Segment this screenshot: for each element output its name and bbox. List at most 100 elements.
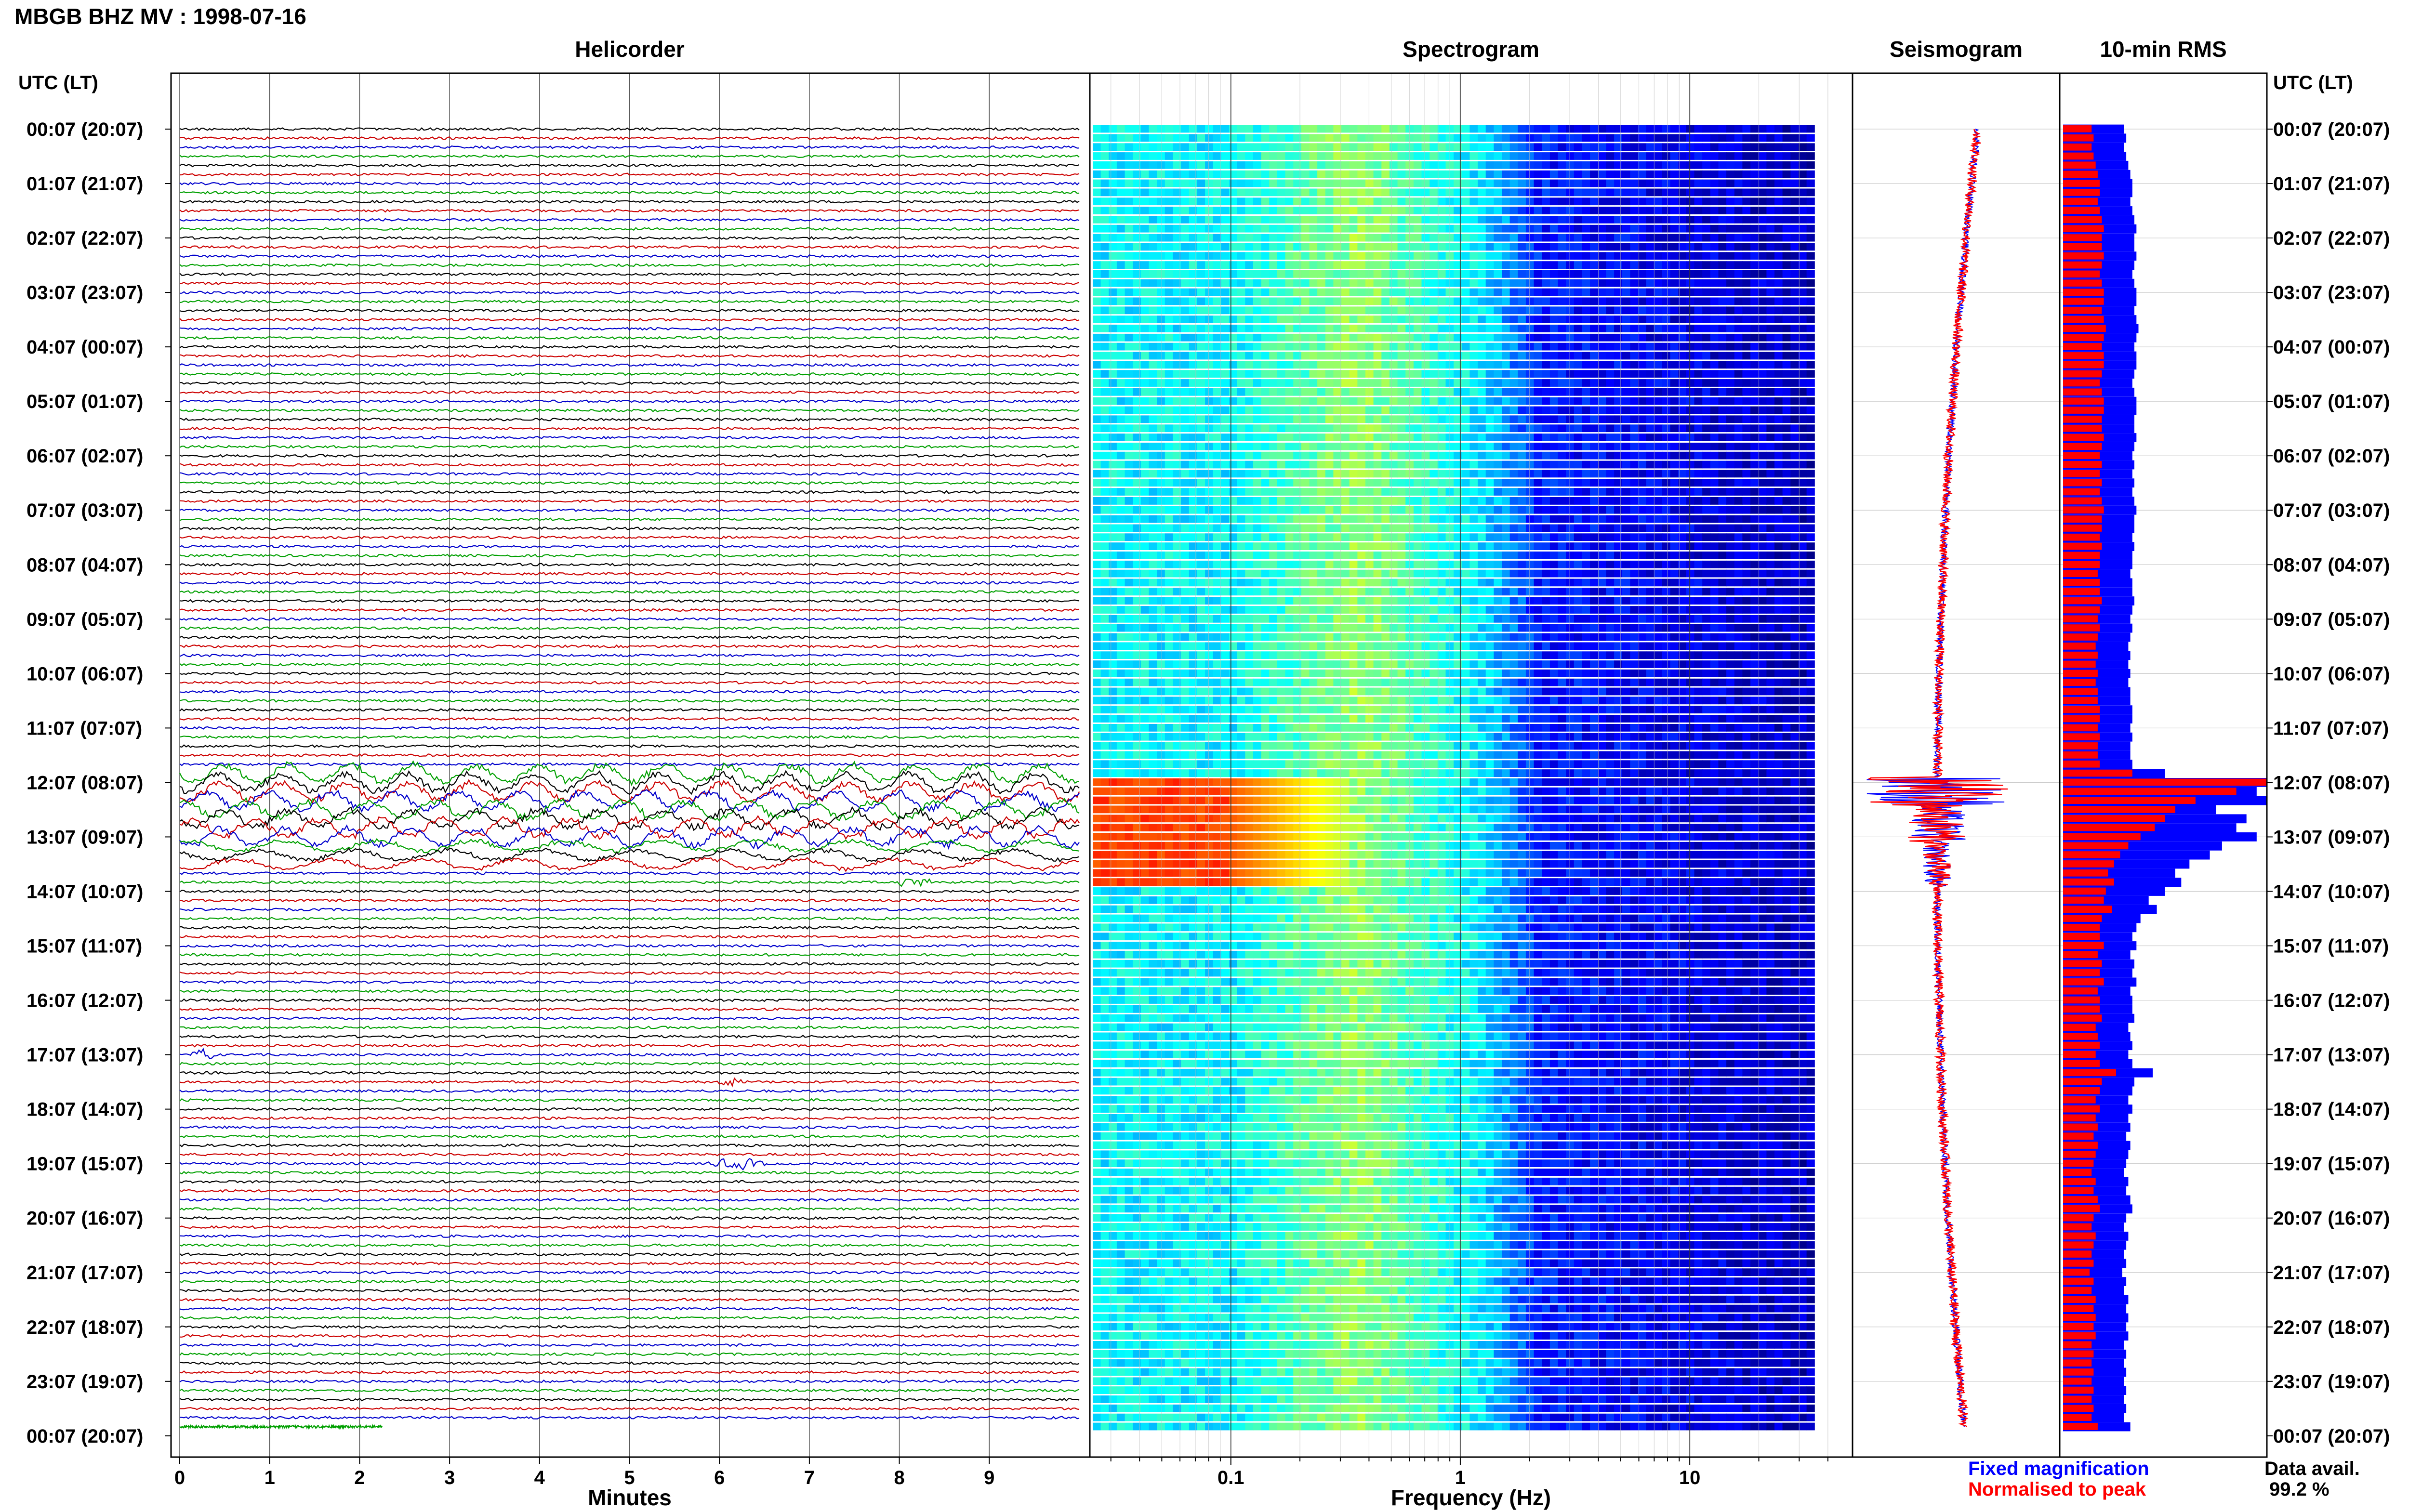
spectrogram-cell bbox=[1437, 224, 1446, 233]
spectrogram-cell bbox=[1566, 451, 1575, 460]
spectrogram-cell bbox=[1157, 288, 1165, 296]
spectrogram-cell bbox=[1509, 379, 1518, 387]
spectrogram-cell bbox=[1109, 506, 1117, 514]
spectrogram-cell bbox=[1293, 152, 1302, 160]
spectrogram-cell bbox=[1525, 569, 1535, 578]
spectrogram-cell bbox=[1277, 161, 1286, 169]
spectrogram-cell bbox=[1574, 216, 1582, 224]
spectrogram-cell bbox=[1269, 352, 1278, 360]
spectrogram-cell bbox=[1341, 361, 1350, 369]
spectrogram-cell bbox=[1534, 579, 1542, 587]
spectrogram-cell bbox=[1157, 488, 1165, 496]
spectrogram-cell bbox=[1702, 479, 1711, 487]
spectrogram-cell bbox=[1116, 352, 1125, 360]
spectrogram-cell bbox=[1341, 261, 1350, 269]
spectrogram-cell bbox=[1461, 370, 1470, 378]
spectrogram-cell bbox=[1742, 125, 1751, 133]
spectrogram-cell bbox=[1421, 388, 1430, 396]
spectrogram-cell bbox=[1790, 270, 1799, 278]
spectrogram-cell bbox=[1430, 397, 1438, 405]
spectrogram-cell bbox=[1782, 443, 1791, 450]
spectrogram-cell bbox=[1149, 388, 1157, 396]
spectrogram-cell bbox=[1750, 379, 1759, 387]
spectrogram-cell bbox=[1397, 606, 1406, 614]
spectrogram-cell bbox=[1806, 252, 1815, 260]
spectrogram-cell bbox=[1694, 615, 1703, 623]
spectrogram-cell bbox=[1413, 388, 1422, 396]
spectrogram-cell bbox=[1461, 152, 1470, 160]
spectrogram-cell bbox=[1638, 252, 1647, 260]
spectrogram-cell bbox=[1277, 415, 1286, 423]
spectrogram-cell bbox=[1189, 216, 1197, 224]
spectrogram-cell bbox=[1349, 552, 1358, 559]
spectrogram-cell bbox=[1694, 279, 1703, 287]
spectrogram-cell bbox=[1630, 415, 1639, 423]
spectrogram-cell bbox=[1622, 552, 1630, 559]
spectrogram-cell bbox=[1093, 270, 1101, 278]
spectrogram-cell bbox=[1165, 488, 1173, 496]
spectrogram-cell bbox=[1638, 342, 1647, 351]
spectrogram-cell bbox=[1397, 143, 1406, 151]
spectrogram-cell bbox=[1798, 179, 1807, 187]
spectrogram-cell bbox=[1221, 279, 1230, 287]
spectrogram-cell bbox=[1774, 179, 1783, 187]
spectrogram-cell bbox=[1702, 234, 1711, 242]
spectrogram-cell bbox=[1638, 279, 1647, 287]
spectrogram-cell bbox=[1606, 197, 1615, 206]
spectrogram-cell bbox=[1261, 161, 1270, 169]
spectrogram-cell bbox=[1245, 397, 1254, 405]
spectrogram-cell bbox=[1116, 424, 1125, 433]
spectrogram-cell bbox=[1558, 434, 1566, 441]
spectrogram-cell bbox=[1542, 415, 1550, 423]
spectrogram-cell bbox=[1317, 306, 1326, 315]
spectrogram-cell bbox=[1325, 170, 1334, 178]
spectrogram-cell bbox=[1662, 370, 1671, 378]
spectrogram-cell bbox=[1325, 560, 1334, 568]
spectrogram-cell bbox=[1742, 216, 1751, 224]
spectrogram-cell bbox=[1389, 143, 1398, 151]
spectrogram-cell bbox=[1638, 552, 1647, 559]
spectrogram-cell bbox=[1678, 188, 1687, 197]
spectrogram-cell bbox=[1614, 379, 1623, 387]
spectrogram-cell bbox=[1133, 434, 1141, 441]
spectrogram-cell bbox=[1325, 352, 1334, 360]
spectrogram-cell bbox=[1277, 552, 1286, 559]
spectrogram-cell bbox=[1213, 470, 1221, 478]
spectrogram-cell bbox=[1461, 406, 1470, 414]
spectrogram-cell bbox=[1806, 216, 1815, 224]
spectrogram-cell bbox=[1397, 306, 1406, 315]
spectrogram-cell bbox=[1606, 179, 1615, 187]
spectrogram-cell bbox=[1806, 569, 1815, 578]
spectrogram-cell bbox=[1494, 333, 1502, 342]
spectrogram-cell bbox=[1317, 434, 1326, 441]
spectrogram-cell bbox=[1502, 170, 1510, 178]
spectrogram-cell bbox=[1133, 361, 1141, 369]
spectrogram-cell bbox=[1478, 161, 1486, 169]
spectrogram-cell bbox=[1558, 224, 1566, 233]
spectrogram-cell bbox=[1774, 325, 1783, 332]
spectrogram-cell bbox=[1790, 170, 1799, 178]
spectrogram-cell bbox=[1100, 506, 1109, 514]
spectrogram-cell bbox=[1165, 415, 1173, 423]
spectrogram-cell bbox=[1365, 279, 1374, 287]
spectrogram-cell bbox=[1437, 170, 1446, 178]
spectrogram-cell bbox=[1277, 297, 1286, 305]
spectrogram-cell bbox=[1469, 143, 1478, 151]
spectrogram-cell bbox=[1734, 397, 1743, 405]
spectrogram-cell bbox=[1173, 479, 1181, 487]
spectrogram-cell bbox=[1518, 460, 1526, 469]
spectrogram-cell bbox=[1133, 588, 1141, 596]
spectrogram-cell bbox=[1229, 579, 1238, 587]
spectrogram-cell bbox=[1646, 252, 1655, 260]
spectrogram-cell bbox=[1798, 143, 1807, 151]
spectrogram-cell bbox=[1116, 588, 1125, 596]
spectrogram-cell bbox=[1333, 197, 1342, 206]
spectrogram-cell bbox=[1654, 434, 1663, 441]
spectrogram-cell bbox=[1574, 125, 1582, 133]
spectrogram-cell bbox=[1718, 542, 1727, 550]
spectrogram-cell bbox=[1758, 234, 1767, 242]
spectrogram-cell bbox=[1293, 560, 1302, 568]
spectrogram-cell bbox=[1093, 188, 1101, 197]
spectrogram-cell bbox=[1622, 470, 1630, 478]
spectrogram-cell bbox=[1430, 597, 1438, 605]
